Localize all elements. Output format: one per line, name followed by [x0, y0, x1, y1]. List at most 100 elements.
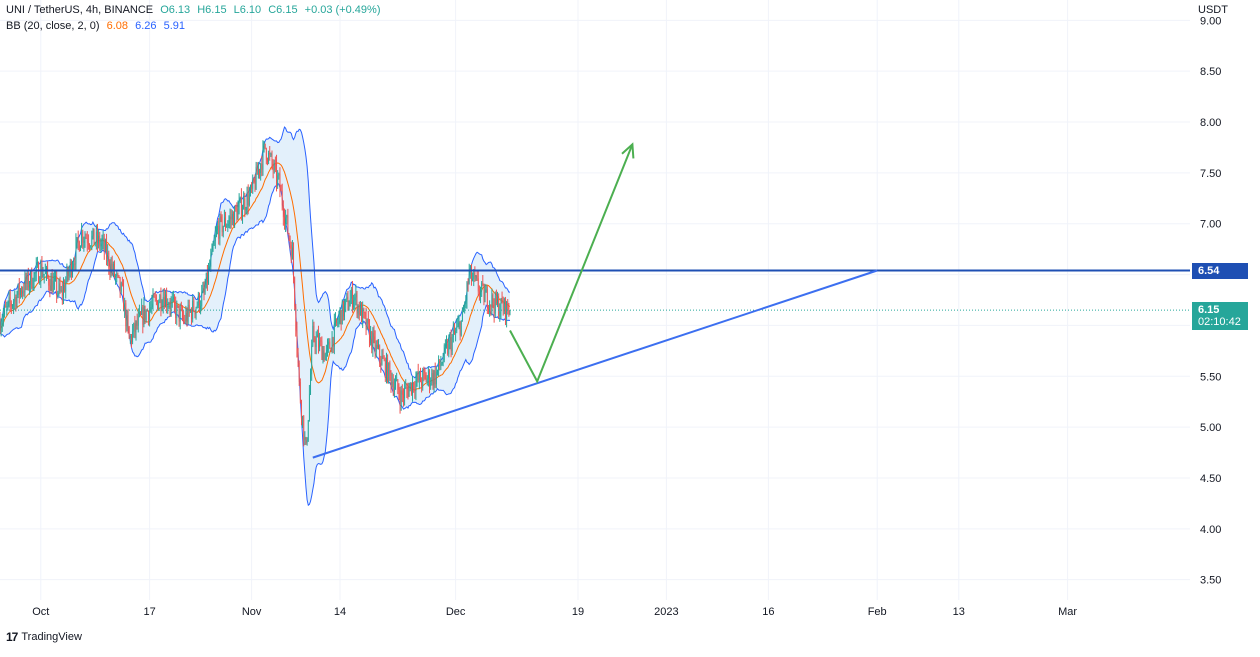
candle-body: [3, 314, 4, 321]
candle-body: [415, 380, 417, 392]
candle-body: [211, 246, 213, 255]
candle-body: [141, 307, 143, 315]
candle-body: [246, 192, 248, 210]
candle-body: [502, 303, 504, 312]
candle-body: [214, 235, 216, 242]
candle-body: [201, 292, 203, 306]
candle-body: [252, 178, 254, 189]
candle-body: [306, 440, 308, 443]
candle-body: [371, 331, 373, 350]
candle-body: [413, 382, 415, 390]
candle-body: [165, 294, 166, 308]
candle-body: [95, 231, 97, 243]
candle-body: [26, 273, 28, 284]
candle-body: [84, 237, 86, 241]
candle-body: [337, 322, 339, 324]
drawings[interactable]: [0, 142, 1190, 459]
candle-body: [193, 300, 195, 312]
bb-lower-line: [0, 182, 511, 507]
candle-body: [94, 242, 96, 245]
candle-body: [174, 297, 175, 305]
tradingview-logo-icon: 17: [6, 630, 18, 644]
candle-body: [355, 293, 357, 298]
candle-body: [405, 387, 407, 389]
time-axis[interactable]: Oct 17 Nov 14 Dec 19 2023 16 Feb 13 Mar: [0, 600, 1190, 624]
candle-body: [313, 325, 315, 340]
candle-body: [55, 277, 56, 279]
candle-body: [77, 237, 79, 242]
candle-body: [144, 305, 146, 320]
price-tick-label: 5.50: [1200, 371, 1221, 383]
candle-body: [350, 289, 352, 299]
candle-body: [213, 241, 215, 246]
candle-body: [170, 300, 172, 309]
candle-body: [336, 318, 337, 323]
candle-body: [329, 341, 331, 349]
candle-body: [375, 344, 377, 352]
candle-body: [282, 205, 284, 218]
candle-body: [433, 370, 435, 386]
candle-body: [389, 363, 391, 373]
last-price-label: 6.15: [1198, 304, 1220, 317]
candle-body: [20, 289, 21, 296]
candle-body: [23, 291, 25, 293]
candle-body: [16, 294, 18, 307]
candle-body: [64, 285, 65, 292]
candle-body: [331, 337, 333, 352]
ohlc-open: O6.13: [160, 4, 191, 16]
candle-body: [373, 333, 375, 337]
candle-body: [492, 295, 494, 305]
candle-body: [406, 387, 408, 390]
candle-body: [289, 238, 291, 246]
candle-body: [344, 304, 345, 317]
candle-body: [146, 310, 148, 312]
candle-body: [270, 154, 272, 156]
candle-body: [128, 326, 130, 339]
candle-body: [83, 240, 85, 243]
candle-body: [27, 273, 29, 288]
candle-body: [388, 363, 390, 382]
candle-body: [379, 345, 381, 360]
candle-body: [1, 320, 3, 326]
candle-body: [424, 372, 426, 376]
candle-body: [442, 359, 444, 364]
candle-body: [443, 345, 445, 360]
candle-body: [207, 272, 208, 283]
candle-body: [499, 311, 501, 317]
candle-body: [426, 378, 428, 382]
candle-body: [448, 340, 450, 354]
candle-body: [480, 289, 481, 295]
time-tick-label: 13: [953, 606, 965, 618]
candle-body: [319, 340, 320, 348]
candle-body: [477, 278, 479, 292]
candle-body: [76, 237, 78, 242]
candle-body: [219, 216, 221, 239]
candle-body: [224, 217, 225, 227]
candle-body: [182, 309, 183, 318]
candle-body: [202, 288, 204, 293]
chart-plot-area[interactable]: [0, 0, 1190, 600]
candle-body: [43, 273, 45, 276]
candle-body: [468, 271, 470, 284]
candle-body: [398, 389, 400, 396]
ohlc-low: L6.10: [233, 4, 262, 16]
candle-body: [116, 273, 118, 276]
candle-body: [352, 289, 353, 308]
candle-body: [473, 272, 475, 279]
price-tick-label: 9.00: [1200, 15, 1221, 27]
candle-body: [496, 293, 497, 304]
candle-body: [150, 307, 152, 310]
candle-body: [225, 217, 226, 228]
bb-legend: BB (20, close, 2, 0) 6.08 6.26 5.91: [6, 20, 189, 32]
candle-body: [399, 395, 401, 406]
candle-body: [349, 298, 351, 307]
time-tick-label: Oct: [32, 606, 49, 618]
price-chart[interactable]: [0, 0, 1190, 600]
candle-body: [447, 343, 449, 354]
support-trendline: [312, 269, 878, 459]
candle-body: [264, 143, 266, 149]
candle-body: [465, 300, 467, 304]
candle-body: [106, 241, 107, 259]
candle-body: [86, 238, 88, 243]
price-axis[interactable]: 3.504.004.505.005.506.006.507.007.508.00…: [1190, 0, 1260, 600]
